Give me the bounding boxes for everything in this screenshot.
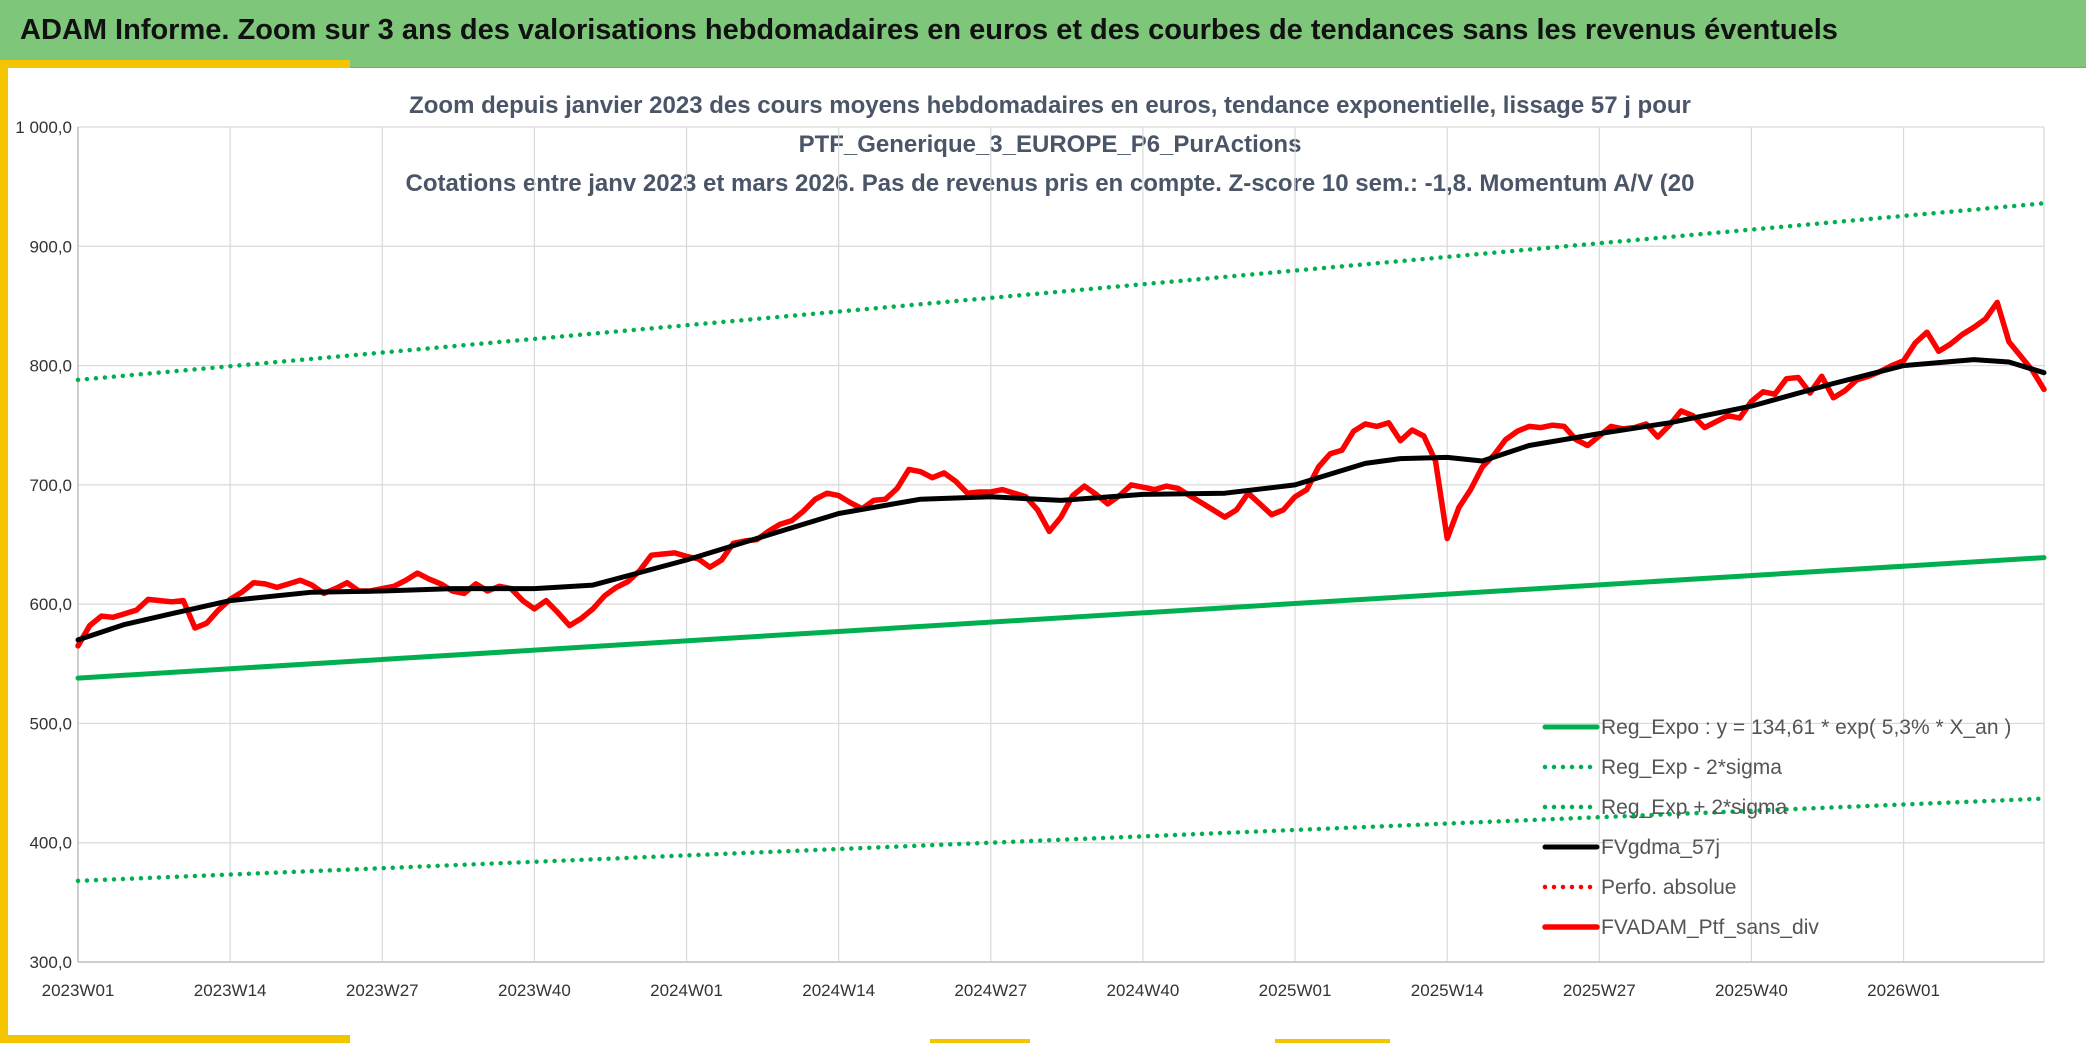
y-tick-label: 800,0: [29, 357, 72, 376]
legend-label: Reg_Expo : y = 134,61 * exp( 5,3% * X_an…: [1601, 716, 2011, 739]
report-title: ADAM Informe. Zoom sur 3 ans des valoris…: [20, 14, 1838, 46]
x-tick-label: 2025W27: [1563, 981, 1636, 1000]
x-tick-label: 2024W01: [650, 981, 723, 1000]
x-tick-label: 2024W27: [954, 981, 1027, 1000]
y-tick-label: 600,0: [29, 595, 72, 614]
legend-label: FVgdma_57j: [1601, 836, 1720, 859]
accent-bar-bottom-2: [930, 1039, 1030, 1043]
legend-item: Perfo. absolue: [1542, 876, 1736, 899]
y-tick-label: 900,0: [29, 237, 72, 256]
legend-item: Reg_Exp + 2*sigma: [1542, 796, 1788, 819]
series-line-reg-exp-2: [75, 201, 2047, 383]
legend-label: Perfo. absolue: [1601, 876, 1736, 899]
legend-item: FVgdma_57j: [1542, 836, 1720, 859]
grid: [77, 126, 2045, 963]
x-tick-label: 2025W01: [1259, 981, 1332, 1000]
x-tick-label: 2023W27: [346, 981, 419, 1000]
y-tick-label: 300,0: [29, 953, 72, 972]
y-tick-label: 700,0: [29, 476, 72, 495]
header-banner: ADAM Informe. Zoom sur 3 ans des valoris…: [0, 0, 2086, 68]
legend: Reg_Expo : y = 134,61 * exp( 5,3% * X_an…: [1542, 716, 2011, 939]
legend-item: FVADAM_Ptf_sans_div: [1542, 916, 1819, 939]
y-tick-label: 500,0: [29, 714, 72, 733]
x-tick-label: 2025W14: [1411, 981, 1484, 1000]
x-tick-label: 2023W40: [498, 981, 571, 1000]
legend-item: Reg_Exp - 2*sigma: [1542, 756, 1782, 779]
series-line-reg-exp-1: [75, 796, 2047, 884]
series-line-fvgdma-57j-3: [75, 357, 2047, 643]
accent-bar-bottom: [0, 1035, 350, 1043]
legend-label: Reg_Exp - 2*sigma: [1601, 756, 1782, 779]
series-line-reg-expo-0: [75, 555, 2047, 681]
accent-bar-top: [0, 60, 350, 68]
x-tick-label: 2024W14: [802, 981, 875, 1000]
chart-title-line-3: Cotations entre janv 2023 et mars 2026. …: [405, 170, 1695, 197]
legend-label: Reg_Exp + 2*sigma: [1601, 796, 1788, 819]
series-layer: [75, 201, 2047, 884]
legend-item: Reg_Expo : y = 134,61 * exp( 5,3% * X_an…: [1542, 716, 2011, 739]
x-tick-label: 2026W01: [1867, 981, 1940, 1000]
axes: 1 000,0 900,0 800,0 700,0 600,0 500,0 400,0 300…: [15, 118, 2044, 1000]
legend-label: FVADAM_Ptf_sans_div: [1601, 916, 1819, 939]
series-line-fvadam-ptf-sans-div-4: [75, 299, 2047, 649]
x-tick-label: 2023W14: [194, 981, 267, 1000]
x-tick-label: 2024W40: [1107, 981, 1180, 1000]
x-tick-label: 2023W01: [42, 981, 115, 1000]
chart-title-line-2: PTF_Generique_3_EUROPE_P6_PurActions: [798, 131, 1302, 158]
y-tick-label: 400,0: [29, 834, 72, 853]
y-tick-label: 1 000,0: [15, 118, 72, 137]
accent-bar-left: [0, 60, 8, 1043]
chart-title-line-1: Zoom depuis janvier 2023 des cours moyen…: [409, 92, 1691, 119]
accent-bar-bottom-3: [1275, 1039, 1390, 1043]
x-tick-label: 2025W40: [1715, 981, 1788, 1000]
